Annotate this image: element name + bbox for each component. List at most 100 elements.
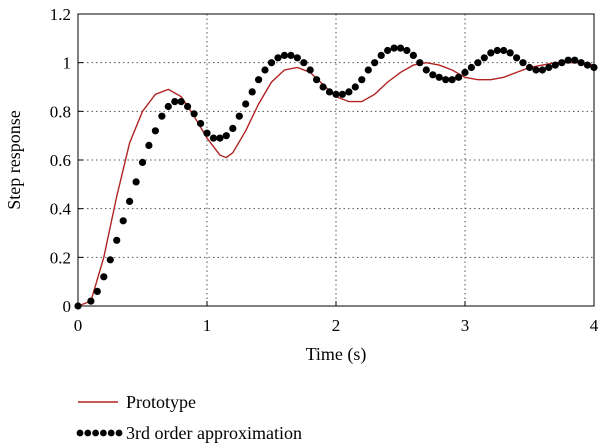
legend-dot <box>107 429 115 437</box>
series-point-3rd-order <box>377 51 385 60</box>
series-point-3rd-order <box>455 73 463 81</box>
x-tick-label: 0 <box>74 316 83 335</box>
series-point-3rd-order <box>325 88 334 96</box>
y-tick-label: 0.8 <box>50 102 71 121</box>
series-point-3rd-order <box>558 59 566 67</box>
series-point-3rd-order <box>338 90 346 98</box>
series-point-3rd-order <box>216 134 224 142</box>
series-point-3rd-order <box>158 112 166 120</box>
legend-dot <box>92 429 99 437</box>
series-point-3rd-order <box>229 124 237 132</box>
series-point-3rd-order <box>435 73 443 81</box>
series-point-3rd-order <box>429 71 437 79</box>
series-point-3rd-order <box>371 59 379 67</box>
series-point-3rd-order <box>287 51 295 60</box>
series-point-3rd-order <box>396 44 405 52</box>
legend-swatch-3rd-order <box>76 429 123 437</box>
series-point-3rd-order <box>422 66 430 74</box>
series-point-3rd-order <box>590 63 598 72</box>
series-point-3rd-order <box>280 51 288 60</box>
series-point-3rd-order <box>538 66 547 74</box>
series-point-3rd-order <box>442 76 450 84</box>
legend-label-3rd-order: 3rd order approximation <box>126 423 302 443</box>
series-point-3rd-order <box>467 63 475 72</box>
series-point-3rd-order <box>545 63 553 72</box>
series-point-3rd-order <box>493 46 501 55</box>
series-point-3rd-order <box>74 302 82 310</box>
series-point-3rd-order <box>358 76 366 84</box>
series-point-3rd-order <box>255 76 263 84</box>
series-layer <box>74 44 598 310</box>
y-tick-label: 0 <box>63 297 72 316</box>
series-point-3rd-order <box>274 54 282 62</box>
y-tick-label: 0.2 <box>50 248 71 267</box>
y-axis-label: Step response <box>4 110 24 209</box>
series-point-3rd-order <box>132 178 140 186</box>
series-point-3rd-order <box>364 66 372 74</box>
series-point-3rd-order <box>480 54 488 62</box>
series-point-3rd-order <box>235 112 243 120</box>
series-point-3rd-order <box>474 59 482 67</box>
x-tick-label: 4 <box>590 316 599 335</box>
series-point-3rd-order <box>203 129 211 137</box>
series-point-3rd-order <box>248 88 256 96</box>
series-point-3rd-order <box>106 256 114 264</box>
series-point-3rd-order <box>151 127 159 135</box>
series-point-3rd-order <box>164 102 172 111</box>
series-point-3rd-order <box>267 59 276 67</box>
x-tick-label: 1 <box>203 316 212 335</box>
series-point-3rd-order <box>519 59 527 67</box>
series-point-3rd-order <box>319 83 327 91</box>
series-point-3rd-order <box>222 132 230 140</box>
series-point-3rd-order <box>171 98 179 106</box>
legend-dot <box>76 429 84 437</box>
y-tick-label: 0.6 <box>50 151 71 170</box>
series-point-3rd-order <box>448 76 456 84</box>
series-point-3rd-order <box>177 98 185 106</box>
series-point-3rd-order <box>126 197 134 205</box>
series-point-3rd-order <box>113 236 121 244</box>
series-point-3rd-order <box>93 287 101 295</box>
series-point-3rd-order <box>390 44 398 52</box>
legend-dot <box>84 429 92 437</box>
series-point-3rd-order <box>564 56 572 64</box>
series-point-3rd-order <box>332 90 340 98</box>
series-point-3rd-order <box>384 46 392 55</box>
series-point-3rd-order <box>577 59 585 67</box>
y-tick-label: 1 <box>63 54 72 73</box>
x-tick-label: 2 <box>332 316 341 335</box>
series-point-3rd-order <box>306 66 314 74</box>
legend-dot <box>115 429 123 437</box>
series-point-3rd-order <box>313 76 321 84</box>
legend: Prototype 3rd order approximation <box>76 392 302 443</box>
y-tick-label: 1.2 <box>50 5 71 24</box>
series-point-3rd-order <box>532 66 540 74</box>
series-point-3rd-order <box>145 141 153 149</box>
series-point-3rd-order <box>487 49 495 57</box>
series-point-3rd-order <box>209 134 218 142</box>
series-point-3rd-order <box>351 83 359 91</box>
series-point-3rd-order <box>409 51 417 60</box>
legend-dot <box>100 429 107 437</box>
series-point-3rd-order <box>138 158 147 166</box>
series-point-3rd-order <box>506 49 514 57</box>
series-point-3rd-order <box>345 88 353 96</box>
x-axis-label: Time (s) <box>306 344 367 365</box>
series-point-3rd-order <box>197 119 205 128</box>
series-point-3rd-order <box>583 61 592 69</box>
x-tick-label: 3 <box>461 316 470 335</box>
series-point-3rd-order <box>461 68 469 76</box>
series-point-3rd-order <box>261 66 269 74</box>
series-point-3rd-order <box>513 54 521 62</box>
series-point-3rd-order <box>300 59 308 67</box>
series-point-3rd-order <box>100 273 108 281</box>
legend-label-prototype: Prototype <box>126 392 196 412</box>
series-point-3rd-order <box>184 102 192 111</box>
series-line-prototype <box>77 61 595 307</box>
series-point-3rd-order <box>571 56 579 64</box>
series-point-3rd-order <box>500 46 508 55</box>
series-point-3rd-order <box>242 100 250 108</box>
series-point-3rd-order <box>416 59 424 67</box>
grid-lines <box>78 14 594 306</box>
